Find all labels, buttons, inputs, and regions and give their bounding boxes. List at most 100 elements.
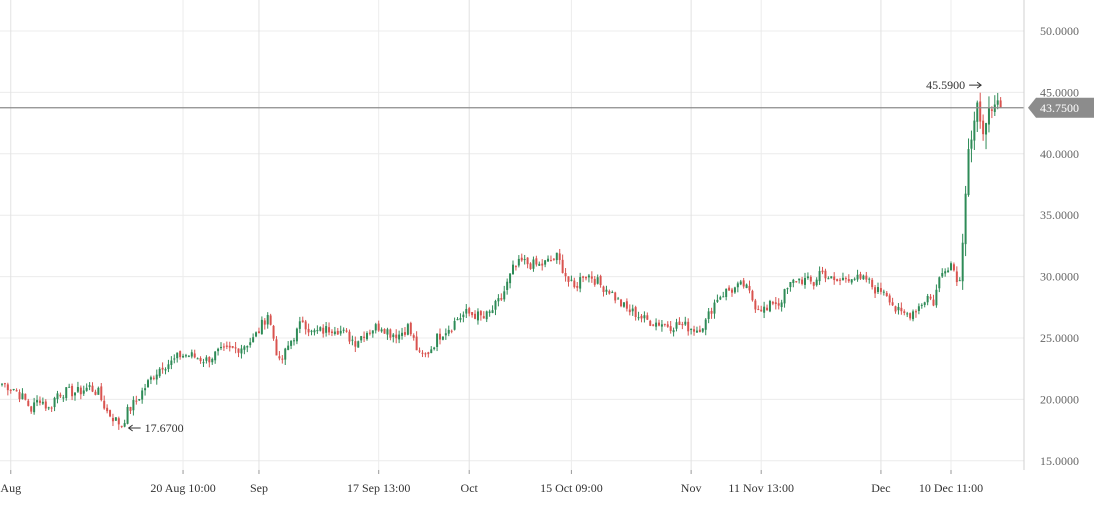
candle [929, 294, 932, 301]
candle-body [91, 385, 94, 392]
candle [926, 293, 929, 306]
candle-body [295, 328, 298, 342]
candle [447, 325, 450, 337]
candle-body [211, 358, 214, 363]
candle [401, 327, 404, 340]
candle [424, 352, 427, 358]
candle-body [929, 296, 932, 299]
candle-body [877, 287, 879, 292]
candle-body [555, 252, 558, 261]
candle-body [21, 393, 24, 400]
candle [6, 382, 9, 396]
candle [821, 266, 824, 275]
candle [71, 383, 74, 401]
candle-body [471, 312, 474, 316]
candle [319, 326, 322, 332]
candle [15, 388, 18, 392]
candle-body [938, 277, 941, 289]
candle-body [310, 330, 313, 332]
candle [56, 390, 59, 404]
candle [179, 350, 182, 360]
candle [719, 295, 722, 301]
candle [888, 293, 891, 306]
candle [903, 309, 906, 316]
candle-body [859, 274, 862, 279]
candle-body [547, 258, 550, 262]
candle [979, 92, 982, 129]
candle-body [418, 350, 421, 352]
candle-body [386, 329, 389, 335]
candle [33, 397, 36, 415]
candle-body [123, 423, 126, 427]
candle-body [625, 301, 628, 309]
candle [94, 389, 97, 396]
candle [348, 329, 351, 345]
candle [982, 114, 985, 141]
candle-body [436, 333, 439, 348]
candle-body [135, 400, 138, 402]
candle-body [754, 300, 757, 310]
candle-body [622, 302, 625, 307]
candle-body [482, 316, 485, 319]
candle-body [850, 279, 853, 283]
candle [485, 310, 488, 323]
candle [547, 255, 550, 262]
candle [698, 325, 701, 333]
candle [585, 276, 587, 281]
candle-body [176, 352, 179, 359]
candle [164, 367, 167, 375]
candle-body [541, 263, 544, 266]
candle-body [409, 322, 412, 335]
x-tick-label: 20 Aug 10:00 [150, 481, 215, 495]
candle [120, 425, 123, 429]
candle [678, 317, 681, 326]
candles [1, 92, 1002, 430]
candle [912, 309, 915, 322]
candle [184, 353, 187, 358]
candle [155, 369, 158, 385]
candle-body [567, 276, 570, 282]
candle-body [41, 401, 44, 404]
candle [552, 258, 555, 261]
candle-body [497, 298, 500, 302]
candle [170, 356, 173, 370]
candle-body [643, 315, 646, 319]
candle [91, 382, 94, 393]
candle [526, 257, 529, 269]
candle-body [468, 308, 471, 314]
candle-body [328, 327, 331, 333]
candle-body [987, 108, 990, 125]
candle-body [786, 288, 789, 290]
candle [658, 319, 660, 327]
candle-body [65, 387, 68, 398]
candle [433, 346, 436, 351]
candle [967, 138, 970, 197]
candle [103, 395, 106, 410]
candle-body [18, 392, 21, 400]
candle-body [865, 275, 868, 280]
candle-body [433, 347, 436, 350]
candle-body [330, 331, 333, 333]
candle-body [830, 276, 833, 279]
candle [561, 254, 564, 274]
x-tick-label: Aug [0, 481, 21, 495]
candle-body [821, 270, 824, 273]
candle-body [596, 277, 599, 284]
candle-body [333, 331, 336, 334]
candle [824, 268, 827, 283]
candle-body [158, 368, 161, 377]
candle [631, 304, 634, 316]
candle-body [193, 353, 196, 358]
candle-body [383, 329, 386, 334]
y-tick-label: 15.0000 [1040, 454, 1079, 468]
candle [701, 327, 704, 333]
candle [646, 312, 649, 321]
candle [97, 386, 100, 395]
last-price-label: 43.7500 [1040, 101, 1079, 115]
candle-body [319, 327, 322, 331]
candle [850, 279, 853, 285]
candle [961, 233, 964, 290]
candle-body [24, 393, 27, 400]
